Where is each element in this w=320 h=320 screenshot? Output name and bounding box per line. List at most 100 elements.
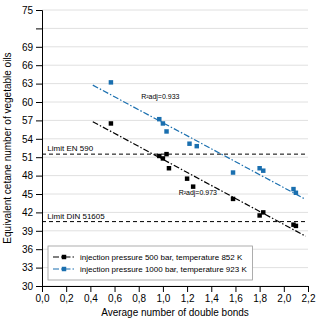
tick-label: 1,8 bbox=[253, 293, 267, 304]
tick-mark bbox=[260, 286, 261, 292]
tick-label: 2,2 bbox=[302, 293, 316, 304]
tick-mark bbox=[36, 102, 42, 103]
tick-mark bbox=[66, 286, 67, 292]
y-axis: 303336394245485154576063666975 bbox=[22, 5, 43, 292]
tick-mark bbox=[36, 176, 42, 177]
tick-label: 0,0 bbox=[36, 293, 50, 304]
tick: 66 bbox=[22, 60, 42, 71]
tick-mark bbox=[36, 65, 42, 66]
tick-mark bbox=[284, 286, 285, 292]
grid bbox=[42, 10, 308, 286]
y-axis-title: Equivalent cetane number of vegetable oi… bbox=[2, 52, 13, 243]
tick: 69 bbox=[22, 42, 42, 53]
point bbox=[191, 184, 195, 188]
tick: 45 bbox=[22, 189, 42, 200]
grid-line bbox=[42, 120, 308, 121]
legend-label: injection pressure 1000 bar, temperature… bbox=[80, 265, 247, 274]
tick-label: 66 bbox=[22, 60, 34, 71]
tick-mark bbox=[36, 47, 42, 48]
grid-line bbox=[42, 175, 308, 176]
point bbox=[109, 121, 113, 125]
tick-mark bbox=[36, 10, 42, 11]
tick: 1,8 bbox=[253, 286, 267, 304]
plot: 0,0 0,2 0,4 0,6 0,8 1,0 1,2 1,4 1,6 1,8 2,0 2,2 30 33… bbox=[22, 5, 316, 304]
point bbox=[231, 197, 235, 201]
tick-label: 1,6 bbox=[229, 293, 243, 304]
annotation: R²adj=0.973 bbox=[179, 189, 217, 197]
labels: Limit EN 590Limit DIN 51605R²adj=0.933R²… bbox=[47, 93, 217, 221]
legend-label: injection pressure 500 bar, temperature … bbox=[80, 253, 243, 262]
point bbox=[157, 117, 161, 121]
tick-mark bbox=[90, 286, 91, 292]
tick: 0,8 bbox=[132, 286, 146, 304]
legend-marker bbox=[62, 267, 66, 271]
tick-label: 36 bbox=[22, 244, 34, 255]
tick: 0,2 bbox=[60, 286, 74, 304]
point bbox=[161, 156, 165, 160]
tick-mark bbox=[36, 249, 42, 250]
point bbox=[187, 141, 191, 145]
legend: injection pressure 500 bar, temperature … bbox=[48, 246, 252, 280]
point bbox=[294, 191, 298, 195]
tick: 2,2 bbox=[302, 286, 316, 304]
tick-label: 0,8 bbox=[132, 293, 146, 304]
point bbox=[261, 168, 265, 172]
tick-label: 60 bbox=[22, 97, 34, 108]
point bbox=[109, 80, 113, 84]
tick: 0,4 bbox=[84, 286, 98, 304]
chart: 0,0 0,2 0,4 0,6 0,8 1,0 1,2 1,4 1,6 1,8 2,0 2,2 30 33… bbox=[0, 0, 320, 320]
tick-mark bbox=[211, 286, 212, 292]
tick-mark bbox=[36, 28, 42, 29]
annotation: R²adj=0.933 bbox=[141, 93, 179, 101]
tick-label: 33 bbox=[22, 262, 34, 273]
tick-mark bbox=[36, 286, 42, 287]
tick-mark bbox=[163, 286, 164, 292]
grid-line bbox=[42, 138, 308, 139]
point bbox=[185, 176, 189, 180]
tick: 1,2 bbox=[181, 286, 195, 304]
x-axis-line bbox=[43, 287, 309, 293]
tick: 54 bbox=[22, 134, 42, 145]
point bbox=[167, 166, 171, 170]
grid-line bbox=[42, 157, 308, 158]
tick: 57 bbox=[22, 115, 42, 126]
legend-marker bbox=[62, 255, 66, 259]
point bbox=[261, 210, 265, 214]
tick-mark bbox=[36, 212, 42, 213]
tick-label: 45 bbox=[22, 189, 34, 200]
tick: 60 bbox=[22, 97, 42, 108]
tick: 0,0 bbox=[36, 286, 50, 304]
legend-item: injection pressure 500 bar, temperature … bbox=[53, 253, 243, 262]
tick-mark bbox=[139, 286, 140, 292]
tick-mark bbox=[36, 84, 42, 85]
tick: 2,0 bbox=[277, 286, 291, 304]
tick: 51 bbox=[22, 152, 42, 163]
tick: 1,4 bbox=[205, 286, 219, 304]
tick: 0,6 bbox=[108, 286, 122, 304]
x-axis-title: Average number of double bonds bbox=[101, 307, 249, 318]
tick: 63 bbox=[22, 78, 42, 89]
tick-label: 69 bbox=[22, 42, 34, 53]
grid-line bbox=[42, 28, 308, 29]
legend-item: injection pressure 1000 bar, temperature… bbox=[53, 265, 247, 274]
legend-box bbox=[48, 246, 252, 280]
tick-mark bbox=[36, 157, 42, 158]
tick-mark bbox=[36, 139, 42, 140]
grid-line bbox=[42, 46, 308, 47]
grid-line bbox=[42, 65, 308, 66]
point bbox=[161, 121, 165, 125]
tick: 48 bbox=[22, 170, 42, 181]
tick-mark bbox=[36, 120, 42, 121]
tick-label: 42 bbox=[22, 207, 34, 218]
tick-label: 0,4 bbox=[84, 293, 98, 304]
limit-line bbox=[42, 154, 308, 155]
grid-line bbox=[42, 230, 308, 231]
tick-label: 51 bbox=[22, 152, 34, 163]
tick-label: 54 bbox=[22, 134, 34, 145]
point bbox=[164, 152, 168, 156]
trend-line bbox=[93, 85, 306, 199]
tick: 30 bbox=[22, 281, 42, 292]
tick: 33 bbox=[22, 262, 42, 273]
tick: 1,6 bbox=[229, 286, 243, 304]
tick-label: 1,0 bbox=[156, 293, 170, 304]
